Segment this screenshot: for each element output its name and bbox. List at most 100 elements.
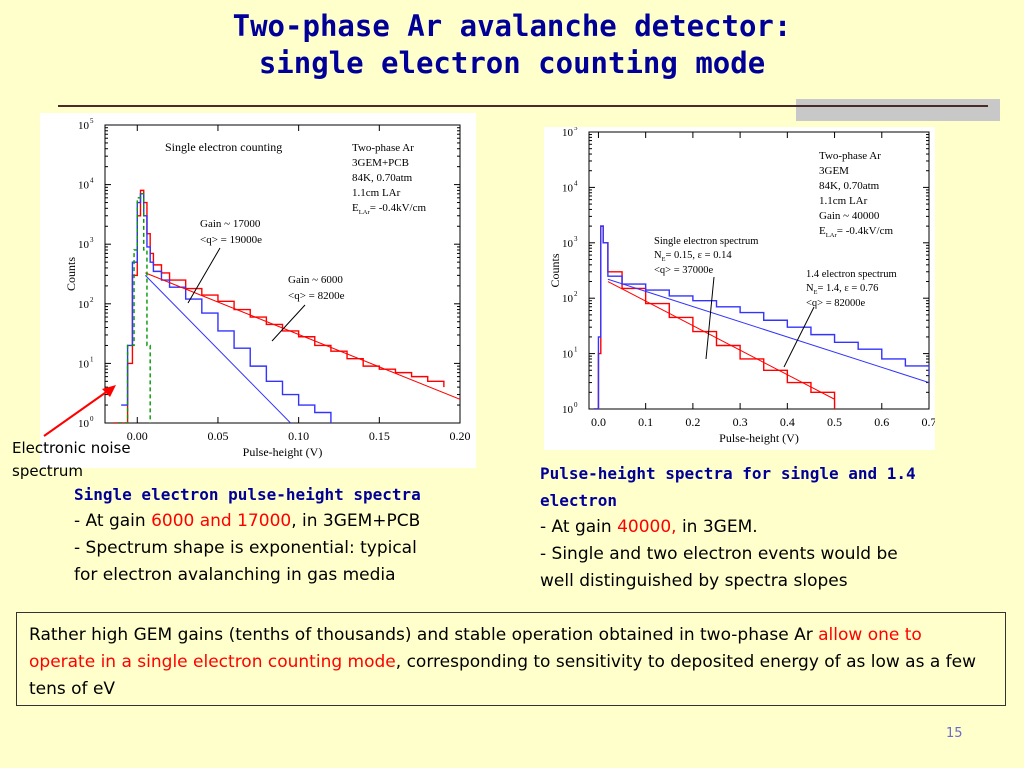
noise-label-line-2: spectrum xyxy=(12,462,83,480)
y-axis-label: Counts xyxy=(548,253,562,287)
chart2-annotation-14-line2: NE= 1.4, ε = 0.76 xyxy=(806,283,878,296)
chart2-legend-line: 3GEM xyxy=(819,165,849,177)
y-tick-label: 10 xyxy=(562,127,574,139)
chart1-pointer-17000 xyxy=(187,247,221,304)
y-tick-label: 10 xyxy=(562,293,574,305)
caption-right-heading-1: Pulse-height spectra for single and 1.4 xyxy=(540,464,916,483)
y-tick-label: 10 xyxy=(78,418,90,430)
series-group xyxy=(113,189,460,423)
decorative-corner-bar xyxy=(796,99,1000,121)
noise-label-line-1: Electronic noise xyxy=(12,439,131,457)
chart-single-electron-counting: 10 0 10 1 10 2 10 3 10 4 10 5 0.00 0.05 0.10 0.15 0.20 Pu… xyxy=(40,113,476,468)
chart2-annotation-single-line1: Single electron spectrum xyxy=(654,236,758,247)
chart2-legend-line: 1.1cm LAr xyxy=(819,195,868,207)
caption-right-heading-2: electron xyxy=(540,491,618,510)
chart1-annotation-6000-line2: <q> = 8200e xyxy=(288,290,345,302)
x-tick-label: 0.20 xyxy=(450,429,471,443)
y-tick-exponent: 4 xyxy=(90,177,94,185)
series-blue-3 xyxy=(144,275,291,423)
title-line-2: single electron counting mode xyxy=(258,46,766,80)
x-tick-label: 0.5 xyxy=(827,415,842,429)
y-tick-exponent: 0 xyxy=(574,401,578,409)
caption-left: Single electron pulse-height spectra - A… xyxy=(74,481,421,589)
y-tick-label: 10 xyxy=(562,182,574,194)
chart1-legend-line: 1.1cm LAr xyxy=(352,187,401,199)
x-tick-label: 0.7 xyxy=(922,415,936,429)
summary-red: allow one to operate in a single electro… xyxy=(29,625,922,672)
caption-left-l1-post: , in 3GEM+PCB xyxy=(291,511,421,531)
chart1-legend-field: ELAr= -0.4kV/cm xyxy=(352,202,426,216)
chart2-legend-line: Gain ~ 40000 xyxy=(819,210,880,222)
chart1-inner-title: Single electron counting xyxy=(165,140,282,154)
y-tick-label: 10 xyxy=(78,120,90,132)
y-tick-label: 10 xyxy=(78,239,90,251)
y-tick-exponent: 1 xyxy=(90,355,94,363)
plot-frame xyxy=(104,124,461,424)
title-rule xyxy=(58,105,988,107)
series-blue-1 xyxy=(593,225,929,409)
x-tick-label: 0.1 xyxy=(638,415,653,429)
chart2-annotation-14-line3: <q> = 82000e xyxy=(806,298,866,309)
caption-left-line-1: - At gain 6000 and 17000, in 3GEM+PCB xyxy=(74,508,421,535)
plot-frame xyxy=(588,131,930,410)
chart2-legend-field: ELAr= -0.4kV/cm xyxy=(819,225,893,239)
y-axis-label: Counts xyxy=(64,257,78,291)
caption-right-l1-pre: - At gain xyxy=(540,517,618,537)
chart2-annotation-14-line1: 1.4 electron spectrum xyxy=(806,269,897,280)
y-tick-exponent: 5 xyxy=(574,127,578,132)
series-green-4 xyxy=(117,193,151,423)
summary-pre: Rather high GEM gains (tenths of thousan… xyxy=(29,625,819,645)
x-tick-label: 0.6 xyxy=(874,415,889,429)
chart1-annotation-17000-line2: <q> = 19000e xyxy=(200,234,262,246)
caption-right-line-1: - At gain 40000, in 3GEM. xyxy=(540,514,916,541)
x-tick-label: 0.15 xyxy=(369,429,390,443)
x-axis-label: Pulse-height (V) xyxy=(719,431,799,445)
chart2-pointer-14 xyxy=(783,306,815,368)
chart-single-and-1-4-electron: 10 0 10 1 10 2 10 3 10 4 10 5 0.0 0.1 0.2 0.3 0.4 0.5 0.6 0… xyxy=(544,127,935,450)
summary-box: Rather high GEM gains (tenths of thousan… xyxy=(16,612,1006,706)
caption-left-line-3: for electron avalanching in gas media xyxy=(74,565,396,585)
electronic-noise-label: Electronic noise spectrum xyxy=(12,437,131,483)
chart2-annotation-single-line2: NE= 0.15, ε = 0.14 xyxy=(654,250,732,263)
series-blue-1 xyxy=(121,193,332,423)
chart2-pointer-single xyxy=(705,276,715,360)
chart2-legend-line: 84K, 0.70atm xyxy=(819,180,880,192)
chart1-annotation-6000-line1: Gain ~ 6000 xyxy=(288,274,343,286)
caption-left-heading: Single electron pulse-height spectra xyxy=(74,485,421,504)
series-red-2 xyxy=(145,272,460,400)
y-tick-exponent: 0 xyxy=(90,415,94,423)
series-group xyxy=(593,225,929,409)
summary-post: , corresponding to sensitivity to deposi… xyxy=(29,652,977,699)
caption-right-l1-red: 40000, xyxy=(617,517,677,537)
caption-left-line-2: - Spectrum shape is exponential: typical xyxy=(74,538,417,558)
y-tick-exponent: 2 xyxy=(574,290,578,298)
noise-arrow-line xyxy=(43,387,113,437)
y-tick-exponent: 3 xyxy=(90,236,94,244)
x-tick-label: 0.0 xyxy=(591,415,606,429)
chart1-legend-line: 3GEM+PCB xyxy=(352,157,409,169)
chart2-legend-line: Two-phase Ar xyxy=(819,150,881,162)
caption-right-l1-post: in 3GEM. xyxy=(676,517,758,537)
y-tick-label: 10 xyxy=(562,349,574,361)
chart1-legend-line: Two-phase Ar xyxy=(352,142,414,154)
caption-right-line-2: - Single and two electron events would b… xyxy=(540,544,898,564)
y-tick-label: 10 xyxy=(78,180,90,192)
noise-arrow-head xyxy=(102,385,116,397)
x-axis-label: Pulse-height (V) xyxy=(243,445,323,459)
y-tick-label: 10 xyxy=(78,358,90,370)
y-tick-exponent: 1 xyxy=(574,346,578,354)
series-blue-3 xyxy=(607,278,929,384)
x-tick-label: 0.2 xyxy=(685,415,700,429)
series-red-2 xyxy=(607,281,835,400)
y-tick-label: 10 xyxy=(78,299,90,311)
caption-left-l1-pre: - At gain xyxy=(74,511,152,531)
caption-left-l1-red: 6000 and 17000 xyxy=(151,511,292,531)
y-tick-exponent: 2 xyxy=(90,296,94,304)
chart1-annotation-17000-line1: Gain ~ 17000 xyxy=(200,218,261,230)
y-tick-label: 10 xyxy=(562,404,574,416)
caption-right: Pulse-height spectra for single and 1.4 … xyxy=(540,460,916,595)
x-tick-label: 0.00 xyxy=(127,429,148,443)
y-tick-exponent: 3 xyxy=(574,235,578,243)
